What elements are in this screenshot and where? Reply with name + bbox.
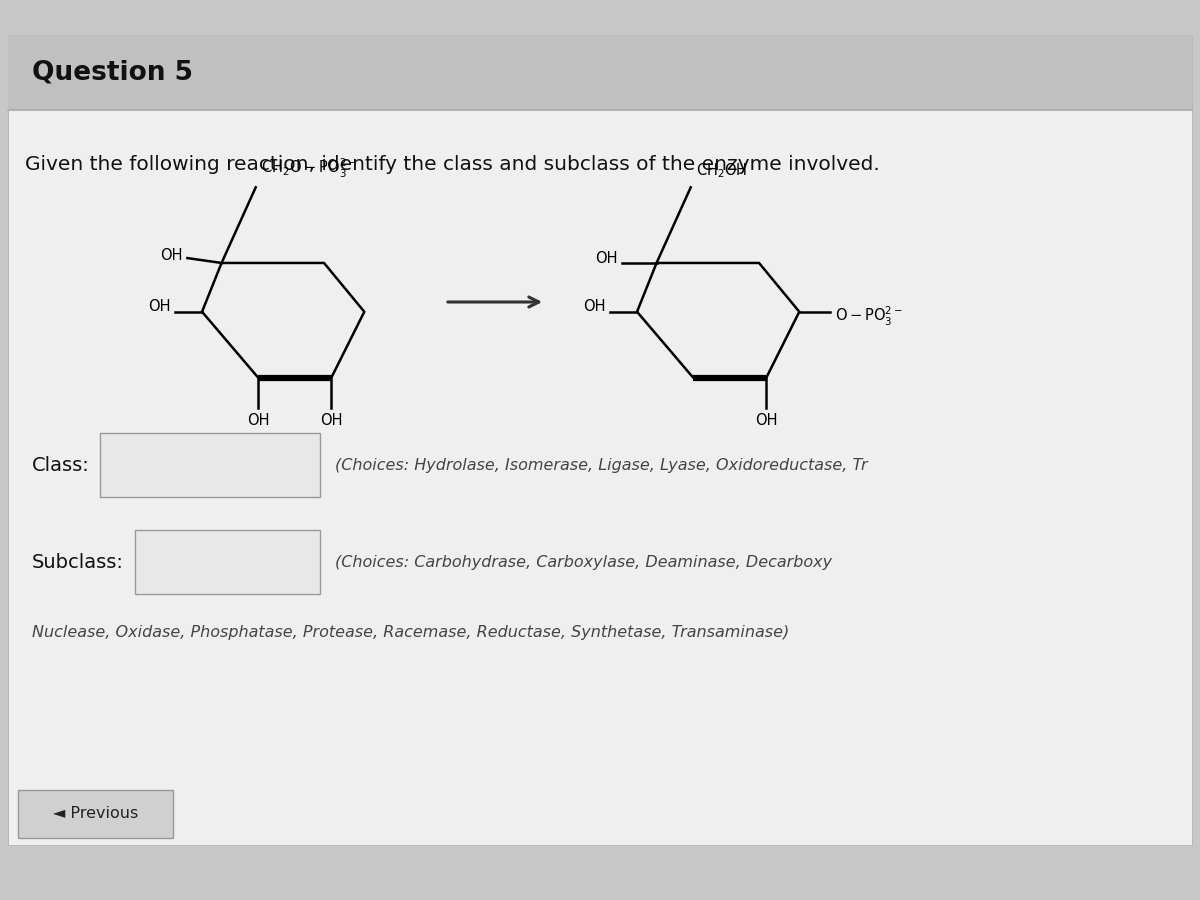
Text: Question 5: Question 5: [32, 59, 193, 85]
Text: (Choices: Carbohydrase, Carboxylase, Deaminase, Decarboxy: (Choices: Carbohydrase, Carboxylase, Dea…: [335, 554, 832, 570]
Text: OH: OH: [320, 413, 343, 428]
Text: (Choices: Hydrolase, Isomerase, Ligase, Lyase, Oxidoreductase, Tr: (Choices: Hydrolase, Isomerase, Ligase, …: [335, 457, 868, 472]
Text: Nuclease, Oxidase, Phosphatase, Protease, Racemase, Reductase, Synthetase, Trans: Nuclease, Oxidase, Phosphatase, Protease…: [32, 625, 790, 640]
Bar: [18, 790, 173, 838]
Text: OH: OH: [160, 248, 182, 263]
Text: $\mathsf{CH_2O-PO_3^{2-}}$: $\mathsf{CH_2O-PO_3^{2-}}$: [260, 157, 356, 180]
Text: OH: OH: [755, 413, 778, 428]
Bar: [134, 530, 320, 594]
Text: OH: OH: [583, 300, 605, 314]
Bar: [8, 35, 1192, 110]
Text: Given the following reaction, identify the class and subclass of the enzyme invo: Given the following reaction, identify t…: [25, 156, 880, 175]
Text: OH: OH: [595, 250, 618, 266]
Text: OH: OH: [247, 413, 270, 428]
Bar: [100, 433, 320, 497]
Text: ◄ Previous: ◄ Previous: [53, 806, 139, 822]
Text: OH: OH: [148, 300, 170, 314]
Text: Subclass:: Subclass:: [32, 553, 124, 572]
Text: Class:: Class:: [32, 455, 90, 474]
Text: $\mathsf{CH_2OH}$: $\mathsf{CH_2OH}$: [696, 161, 746, 180]
Text: $\mathsf{O-PO_3^{2-}}$: $\mathsf{O-PO_3^{2-}}$: [835, 305, 902, 328]
